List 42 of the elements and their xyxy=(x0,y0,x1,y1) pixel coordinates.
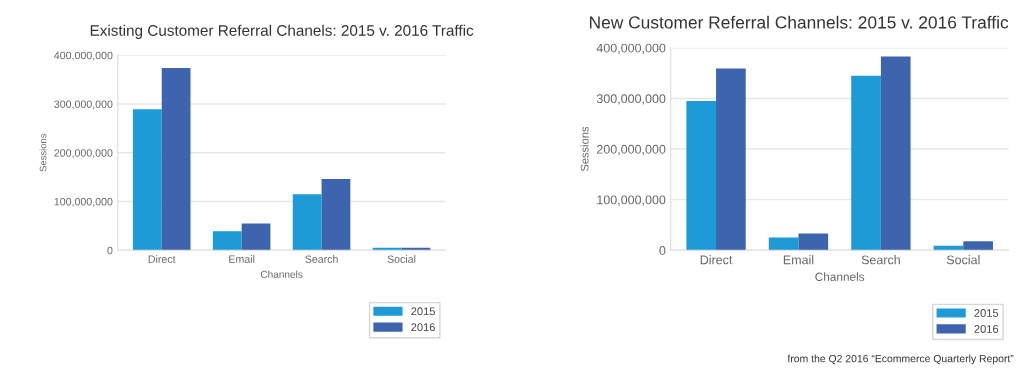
chart-title: Existing Customer Referral Chanels: 2015 v. 2016 Traffic xyxy=(90,24,474,39)
legend-label: 2016 xyxy=(974,325,999,333)
x-tick-label: Social xyxy=(387,255,416,263)
legend-label: 2016 xyxy=(411,323,435,332)
x-tick-label: Email xyxy=(229,255,255,263)
y-tick-label: 200,000,000 xyxy=(596,144,666,156)
bar xyxy=(880,56,911,251)
bar xyxy=(292,194,322,251)
x-tick-label: Social xyxy=(946,255,980,265)
bar xyxy=(212,231,242,251)
x-tick-label: Email xyxy=(783,255,814,265)
x-tick-label: Direct xyxy=(148,255,176,263)
y-tick-label: 100,000,000 xyxy=(54,197,113,207)
x-tick-label: Direct xyxy=(700,255,733,265)
bar xyxy=(161,67,191,251)
bar xyxy=(798,233,829,251)
x-tick-label: Search xyxy=(861,255,900,265)
bar xyxy=(963,241,993,251)
text: from the Q2 2016 “Ecommerce Quarterly Report” xyxy=(787,354,1014,365)
y-tick-label: 400,000,000 xyxy=(596,43,666,54)
bar xyxy=(321,179,351,251)
y-tick-label: 100,000,000 xyxy=(597,195,666,206)
chart-title: New Customer Referral Channels: 2015 v. 2016 Traffic xyxy=(589,15,1009,29)
y-tick-label: 300,000,000 xyxy=(596,94,666,105)
x-tick-label: Search xyxy=(305,255,338,263)
bar xyxy=(768,237,799,251)
bar xyxy=(686,100,717,251)
y-tick-label: 300,000,000 xyxy=(54,100,113,110)
y-tick-label: 0 xyxy=(107,246,113,255)
legend-label: 2015 xyxy=(411,307,435,316)
y-tick-label: 0 xyxy=(659,246,666,255)
y-axis-title: Sessions xyxy=(39,133,47,172)
y-axis-title: Sessions xyxy=(580,126,589,172)
bar xyxy=(241,223,271,251)
legend-label: 2015 xyxy=(974,309,999,317)
x-axis-title: Channels xyxy=(260,270,303,278)
bar xyxy=(132,109,162,251)
y-tick-label: 200,000,000 xyxy=(54,149,113,158)
x-axis-title: Channels xyxy=(815,272,865,281)
y-tick-label: 400,000,000 xyxy=(54,51,113,61)
bar xyxy=(716,68,746,251)
bar xyxy=(851,75,881,251)
